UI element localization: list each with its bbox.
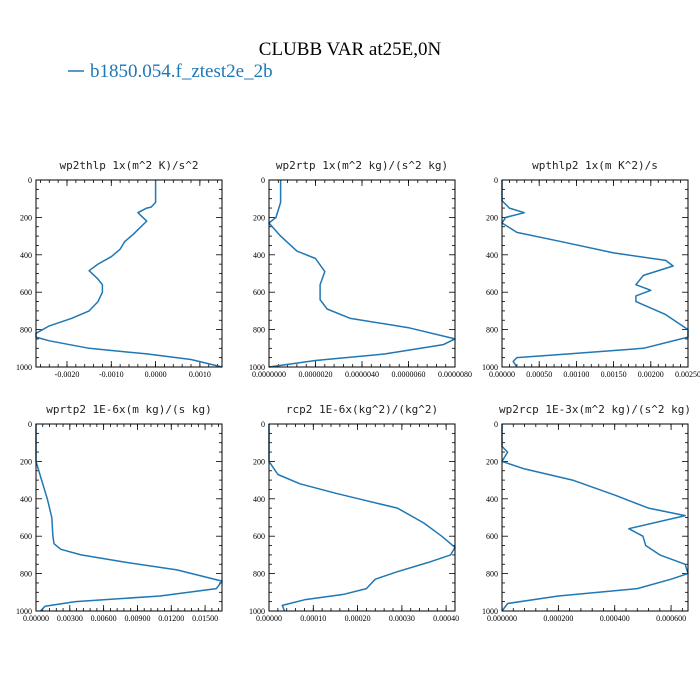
y-tick-label: 600 (486, 288, 498, 297)
y-tick-label: 600 (253, 288, 265, 297)
y-tick-label: 400 (253, 495, 265, 504)
panel-5: rcp2 1E-6x(kg^2)/(kg^2) 0 200 400 600 800 1000… (249, 403, 459, 623)
panel-3: wpthlp2 1x(m K^2)/s020040060080010000.00… (482, 159, 700, 379)
panel-title: rcp2 1E-6x(kg^2)/(kg^2) (286, 403, 438, 416)
panels-container: wp2thlp 1x(m^2 K)/s^2 0 200 400 600 800 1000 -0… (16, 159, 700, 623)
y-tick-label: 600 (20, 288, 32, 297)
x-tick-label: 0.00050 (526, 370, 552, 379)
x-tick-label: 0.00300 (57, 614, 83, 623)
x-tick-label: 0.00030 (389, 614, 415, 623)
x-tick-label: 0.00000 (256, 614, 282, 623)
panel-2: wp2rtp 1x(m^2 kg)/(s^2 kg) 0 200 400 600 800 1… (249, 159, 472, 379)
figure-title: CLUBB VAR at25E,0N (259, 39, 442, 60)
y-tick-label: 600 (253, 532, 265, 541)
x-tick-label: 0.00200 (638, 370, 664, 379)
y-tick-label: 400 (253, 251, 265, 260)
y-tick-label: 1000 (16, 363, 32, 372)
plot-frame (501, 423, 689, 612)
y-tick-label: 0 (261, 176, 265, 185)
legend-label: b1850.054.f_ztest2e_2b (90, 61, 273, 82)
x-tick-label: 0.0000020 (299, 370, 333, 379)
y-tick-label: 400 (486, 251, 498, 260)
y-tick-label: 0 (494, 420, 498, 429)
y-tick-label: 200 (20, 457, 32, 466)
series-line-1 (501, 424, 689, 612)
x-tick-label: -0.0020 (55, 370, 80, 379)
x-tick-label: 0.000200 (543, 614, 573, 623)
y-tick-label: 0 (261, 420, 265, 429)
x-tick-label: 0.0000080 (438, 370, 472, 379)
x-tick-label: 0.00010 (300, 614, 326, 623)
series-line-1 (268, 424, 456, 612)
x-tick-label: 0.00040 (433, 614, 459, 623)
y-tick-label: 800 (20, 326, 32, 335)
figure-legend: b1850.054.f_ztest2e_2b (68, 61, 273, 82)
plot-frame (35, 179, 223, 368)
x-tick-label: 0.000400 (600, 614, 630, 623)
series-line-1 (268, 180, 456, 368)
y-tick-label: 200 (20, 213, 32, 222)
x-tick-label: 0.00100 (563, 370, 589, 379)
y-tick-label: 1000 (482, 363, 498, 372)
plot-frame (35, 423, 223, 612)
series-line-1 (35, 180, 223, 368)
x-tick-label: 0.00900 (124, 614, 150, 623)
plot-frame (268, 423, 456, 612)
y-tick-label: 0 (494, 176, 498, 185)
y-tick-label: 1000 (249, 607, 265, 616)
x-tick-label: 0.00250 (675, 370, 700, 379)
x-tick-label: -0.0010 (99, 370, 124, 379)
panel-4: wprtp2 1E-6x(m kg)/(s kg) 0 200 400 600 800 10… (16, 403, 223, 623)
y-tick-label: 1000 (482, 607, 498, 616)
y-tick-label: 200 (486, 457, 498, 466)
x-tick-label: 0.000600 (656, 614, 686, 623)
y-tick-label: 600 (486, 532, 498, 541)
plot-frame (501, 179, 689, 368)
x-tick-label: 0.00600 (91, 614, 117, 623)
x-tick-label: 0.000000 (487, 614, 517, 623)
panel-title: wpthlp2 1x(m K^2)/s (532, 159, 658, 172)
y-tick-label: 200 (253, 457, 265, 466)
x-tick-label: 0.00150 (601, 370, 627, 379)
y-tick-label: 200 (486, 213, 498, 222)
y-tick-label: 0 (28, 420, 32, 429)
plot-frame (268, 179, 456, 368)
x-tick-label: 0.0010 (189, 370, 211, 379)
y-tick-label: 200 (253, 213, 265, 222)
x-tick-label: 0.0000000 (252, 370, 286, 379)
x-tick-label: 0.01200 (158, 614, 184, 623)
panel-title: wp2rtp 1x(m^2 kg)/(s^2 kg) (276, 159, 448, 172)
panel-6: wp2rcp 1E-3x(m^2 kg)/(s^2 kg)0 200 400 600 8… (482, 403, 691, 623)
x-tick-label: 0.00000 (23, 614, 49, 623)
panel-1: wp2thlp 1x(m^2 K)/s^2 0 200 400 600 800 1000 -0… (16, 159, 223, 379)
x-tick-label: 0.0000 (145, 370, 167, 379)
y-tick-label: 800 (20, 570, 32, 579)
y-tick-label: 1000 (16, 607, 32, 616)
x-tick-label: 0.01500 (192, 614, 218, 623)
panel-title: wp2thlp 1x(m^2 K)/s^2 (59, 159, 198, 172)
y-tick-label: 400 (20, 251, 32, 260)
panel-title: wp2rcp 1E-3x(m^2 kg)/(s^2 kg) (499, 403, 691, 416)
y-tick-label: 800 (486, 570, 498, 579)
x-tick-label: 0.0000040 (345, 370, 379, 379)
series-line-1 (35, 424, 223, 612)
y-tick-label: 400 (486, 495, 498, 504)
y-tick-label: 1000 (249, 363, 265, 372)
x-tick-label: 0.00020 (345, 614, 371, 623)
y-tick-label: 800 (486, 326, 498, 335)
panel-title: wprtp2 1E-6x(m kg)/(s kg) (46, 403, 212, 416)
y-tick-label: 0 (28, 176, 32, 185)
y-tick-label: 800 (253, 570, 265, 579)
series-line-1 (501, 180, 689, 368)
x-tick-label: 0.0000060 (392, 370, 426, 379)
y-tick-label: 400 (20, 495, 32, 504)
x-tick-label: 0.00000 (489, 370, 515, 379)
y-tick-label: 800 (253, 326, 265, 335)
y-tick-label: 600 (20, 532, 32, 541)
